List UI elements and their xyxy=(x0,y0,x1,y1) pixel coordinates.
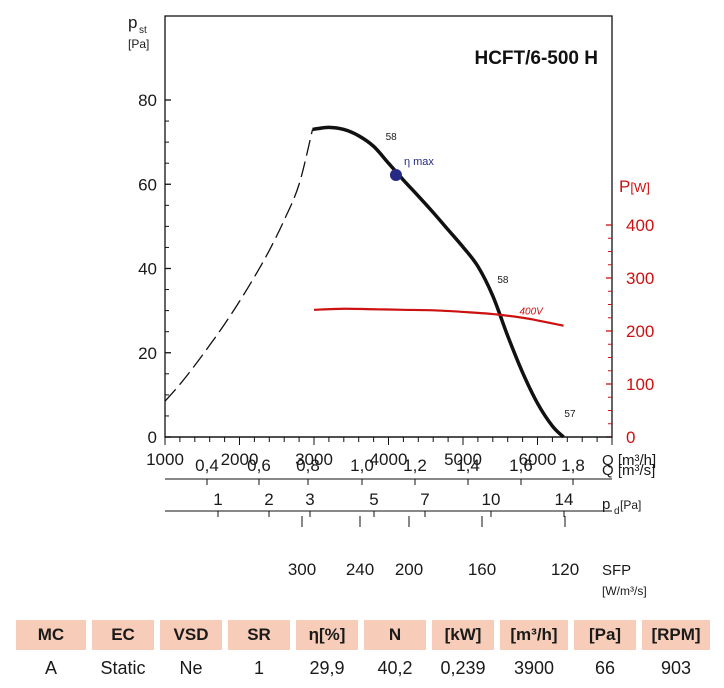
y-axis-ticks: 0 20 40 60 80 xyxy=(138,91,171,447)
x-tick-label: 1,0 xyxy=(350,456,374,475)
y2-axis-label: P[W] xyxy=(619,177,650,196)
y2-tick-label: 300 xyxy=(626,269,654,288)
spec-header-9: [RPM] xyxy=(642,620,710,650)
y-axis-label-sub: st xyxy=(139,25,147,36)
spec-value-2: Ne xyxy=(179,657,203,678)
x-tick-label: 5000 xyxy=(444,450,482,469)
eta-max-marker xyxy=(389,168,402,181)
y-axis-unit: [Pa] xyxy=(128,37,149,51)
x-tick-label: 7 xyxy=(420,490,429,509)
x-tick-label: 1000 xyxy=(146,450,184,469)
x-tick-label: 240 xyxy=(346,560,374,579)
spec-header-6: [kW] xyxy=(432,620,494,650)
specs-value-row: A Static Ne 1 29,9 40,2 0,239 3900 66 903 xyxy=(16,650,710,686)
spec-header-7: [m³/h] xyxy=(500,620,568,650)
x-tick-label: 0,6 xyxy=(247,456,271,475)
y2-tick-label: 400 xyxy=(626,216,654,235)
x-axis-unit-line2: [W/m³/s] xyxy=(602,584,647,598)
y2-axis-ticks: 0 100 200 300 400 xyxy=(606,216,654,447)
y-tick-label: 20 xyxy=(138,344,157,363)
x-tick-label: 120 xyxy=(551,560,579,579)
x-tick-label: 14 xyxy=(555,490,574,509)
spec-value-1: Static xyxy=(100,657,146,678)
x-axis-unit: Q [m³/s] xyxy=(602,462,655,479)
y-tick-label: 0 xyxy=(148,428,157,447)
x-tick-label: 2 xyxy=(264,490,273,509)
specs-header-row: MC EC VSD SR η[%] N [kW] [m³/h] [Pa] [RPM] xyxy=(16,620,710,650)
fan-performance-chart: p st [Pa] HCFT/6-500 H 0 20 40 60 80 0 100 200… xyxy=(128,13,656,598)
x-tick-label: 0,4 xyxy=(195,456,219,475)
y-tick-label: 60 xyxy=(138,175,157,194)
x-tick-label: 1,4 xyxy=(456,456,480,475)
x-tick-label: 10 xyxy=(482,490,501,509)
y-tick-label: 80 xyxy=(138,91,157,110)
annotations: η max 58 58 57 xyxy=(386,132,576,420)
x-tick-label: 2000 xyxy=(221,450,259,469)
x-tick-label: 1,2 xyxy=(403,456,427,475)
series-label: 400V xyxy=(520,306,545,317)
x-tick-label: 1,6 xyxy=(509,456,533,475)
spec-header-0: MC xyxy=(16,620,86,650)
spec-value-3: 1 xyxy=(253,657,264,678)
y2-tick-label: 0 xyxy=(626,428,635,447)
x-tick-label: 4000 xyxy=(370,450,408,469)
specs-table: MC EC VSD SR η[%] N [kW] [m³/h] [Pa] [RPM] A Stati… xyxy=(10,620,716,686)
spec-value-4: 29,9 xyxy=(309,657,345,678)
stall-region-curve xyxy=(164,129,314,402)
chart-title: HCFT/6-500 H xyxy=(474,48,598,69)
spec-header-8: [Pa] xyxy=(574,620,636,650)
x-axes: 1000 2000 3000 4000 5000 6000 Q [m³/h] 0,4 0,6 0,… xyxy=(146,436,656,598)
spec-header-3: SR xyxy=(228,620,290,650)
spec-value-8: 66 xyxy=(594,657,616,678)
spec-value-6: 0,239 xyxy=(440,657,486,678)
y-tick-label: 40 xyxy=(138,260,157,279)
x-tick-label: 6000 xyxy=(519,450,557,469)
spec-header-4: η[%] xyxy=(296,620,358,650)
spec-header-5: N xyxy=(364,620,426,650)
x-axis-unit-sub: d xyxy=(614,506,620,517)
plot-frame xyxy=(164,15,613,438)
y2-tick-label: 100 xyxy=(626,375,654,394)
x-axis-unit: Q [m³/h] xyxy=(602,452,656,469)
x-tick-label: 200 xyxy=(395,560,423,579)
spec-header-1: EC xyxy=(92,620,154,650)
x-axis-unit: p xyxy=(602,496,610,513)
spec-value-7: 3900 xyxy=(513,657,555,678)
x-axis-unit: SFP xyxy=(602,562,631,579)
y2-tick-label: 200 xyxy=(626,322,654,341)
x-tick-label: 3 xyxy=(305,490,314,509)
x-axis-unit-tail: [Pa] xyxy=(620,498,641,512)
efficiency-label: 58 xyxy=(386,132,398,143)
spec-value-9: 903 xyxy=(660,657,692,678)
efficiency-label: 57 xyxy=(564,409,576,420)
power-curve xyxy=(313,307,564,327)
curves: 400V xyxy=(164,125,565,439)
x-tick-label: 1,8 xyxy=(561,456,585,475)
x-tick-label: 160 xyxy=(468,560,496,579)
spec-header-2: VSD xyxy=(160,620,222,650)
x-tick-label: 3000 xyxy=(295,450,333,469)
eta-max-label: η max xyxy=(404,156,434,168)
efficiency-label: 58 xyxy=(497,275,509,286)
spec-value-5: 40,2 xyxy=(377,657,413,678)
x-tick-label: 300 xyxy=(288,560,316,579)
x-tick-label: 5 xyxy=(369,490,378,509)
y-axis-label: p xyxy=(128,13,137,32)
x-tick-label: 0,8 xyxy=(296,456,320,475)
x-tick-label: 1 xyxy=(213,490,222,509)
spec-value-0: A xyxy=(44,657,57,678)
pressure-curve xyxy=(312,125,565,439)
